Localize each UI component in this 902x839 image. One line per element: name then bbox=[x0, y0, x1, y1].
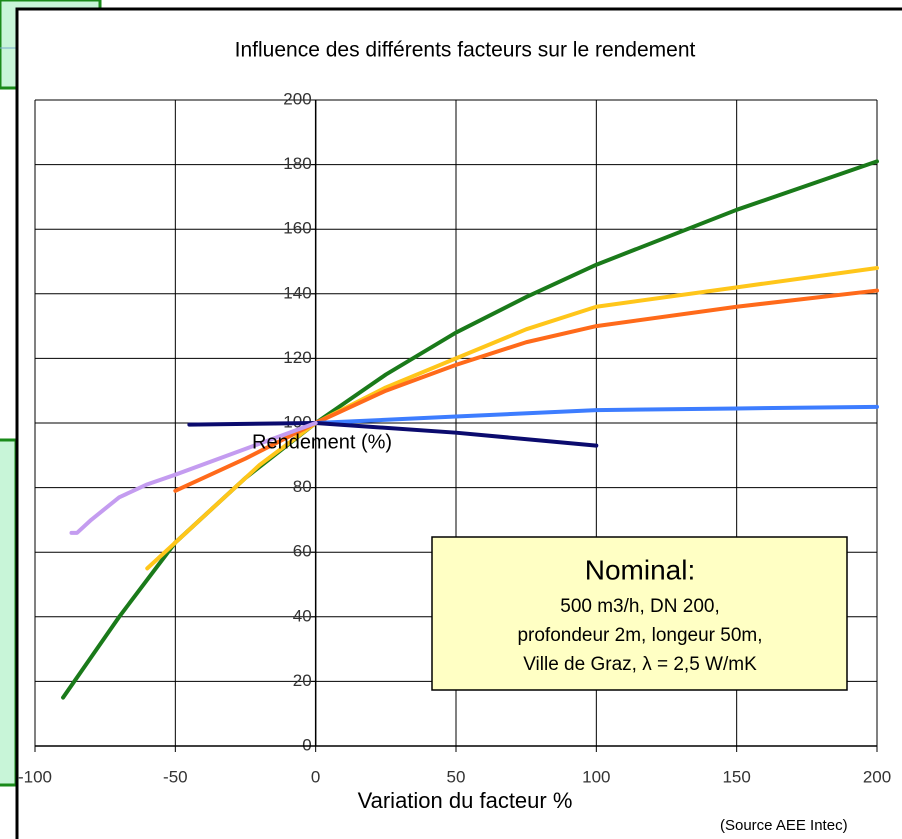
x-tick-label: 100 bbox=[582, 767, 610, 786]
y-tick-label: 180 bbox=[283, 154, 311, 173]
annotation-line: profondeur 2m, longeur 50m, bbox=[517, 625, 762, 646]
x-tick-label: 0 bbox=[311, 767, 320, 786]
y-tick-label: 120 bbox=[283, 348, 311, 367]
x-tick-label: -50 bbox=[163, 767, 188, 786]
data-line bbox=[145, 265, 879, 571]
data-line bbox=[69, 421, 318, 535]
y-tick-label: 80 bbox=[293, 477, 312, 496]
x-tick-label: 200 bbox=[863, 767, 891, 786]
x-tick-label: 150 bbox=[722, 767, 750, 786]
y-tick-label: 60 bbox=[293, 542, 312, 561]
data-line bbox=[187, 421, 599, 448]
y-tick-label: 140 bbox=[283, 283, 311, 302]
chart-title: Influence des différents facteurs sur le… bbox=[235, 39, 696, 62]
data-line bbox=[173, 288, 879, 493]
x-tick-label: -100 bbox=[18, 767, 52, 786]
annotation-line: Ville de Graz, λ = 2,5 W/mK bbox=[523, 654, 757, 675]
y-tick-label: 20 bbox=[293, 671, 312, 690]
y-tick-label: 160 bbox=[283, 219, 311, 238]
y-axis-label: Rendement (%) bbox=[252, 431, 392, 453]
side-panel bbox=[0, 438, 18, 787]
annotation-line: 500 m3/h, DN 200, bbox=[560, 596, 719, 617]
x-tick-label: 50 bbox=[447, 767, 466, 786]
data-line bbox=[61, 159, 879, 700]
y-tick-label: 40 bbox=[293, 606, 312, 625]
annotation-heading: Nominal: bbox=[585, 554, 695, 585]
annotation-box bbox=[431, 536, 848, 691]
y-tick-label: 0 bbox=[302, 735, 311, 754]
y-tick-label: 200 bbox=[283, 89, 311, 108]
chart-frame bbox=[15, 7, 902, 839]
x-axis-label: Variation du facteur % bbox=[358, 788, 573, 813]
data-line bbox=[313, 404, 879, 425]
source-note: (Source AEE Intec) bbox=[720, 817, 848, 834]
